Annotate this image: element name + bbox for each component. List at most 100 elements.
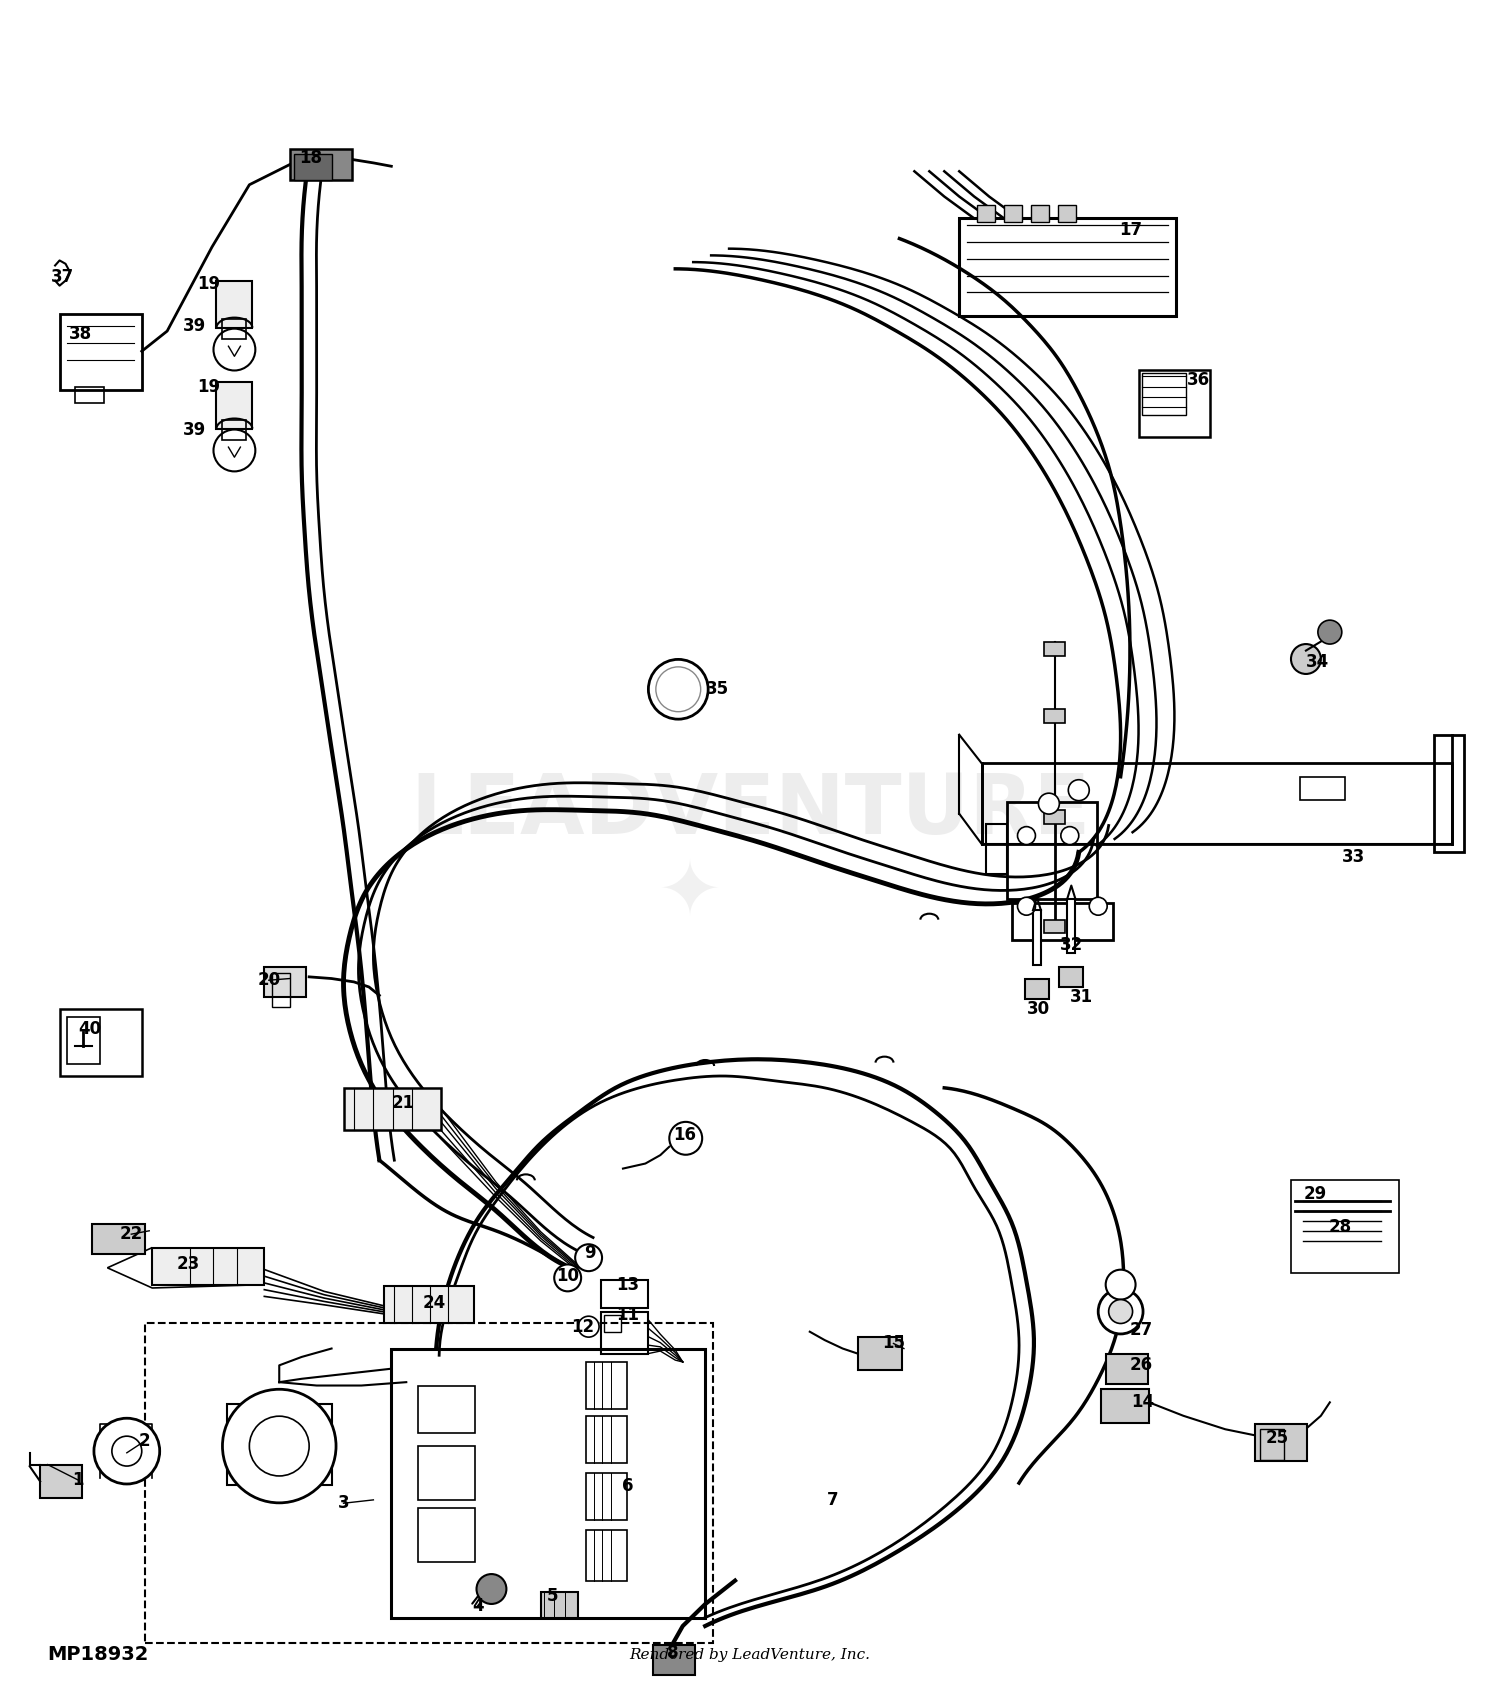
Bar (1004, 204, 1022, 221)
Bar (1044, 920, 1065, 933)
Bar (60, 1009, 142, 1075)
Text: 2: 2 (140, 1431, 150, 1450)
Bar (68, 1018, 100, 1065)
Text: 33: 33 (1342, 849, 1365, 866)
Bar (585, 1529, 627, 1580)
Circle shape (222, 1389, 336, 1502)
Text: 14: 14 (1131, 1393, 1155, 1411)
Bar (585, 1362, 627, 1409)
Circle shape (1108, 1300, 1132, 1323)
Circle shape (1038, 793, 1059, 814)
Circle shape (1292, 645, 1322, 674)
Bar (981, 763, 1452, 844)
Bar (1256, 1425, 1308, 1462)
Circle shape (1098, 1290, 1143, 1334)
Circle shape (477, 1575, 507, 1604)
Bar (1011, 903, 1113, 940)
Text: MP18932: MP18932 (48, 1646, 148, 1664)
Circle shape (1060, 827, 1078, 844)
Bar (93, 1224, 144, 1254)
Text: 28: 28 (1329, 1219, 1352, 1236)
Bar (603, 1315, 621, 1332)
Bar (216, 280, 252, 327)
Bar (858, 1337, 903, 1371)
Bar (1044, 641, 1065, 655)
Text: 21: 21 (392, 1094, 416, 1112)
Text: 26: 26 (1130, 1357, 1154, 1374)
Circle shape (554, 1264, 580, 1291)
Bar (1024, 979, 1048, 999)
Bar (1101, 1389, 1149, 1423)
Text: 1: 1 (72, 1470, 82, 1489)
Circle shape (1017, 827, 1035, 844)
Bar (344, 1087, 441, 1129)
Circle shape (213, 329, 255, 370)
Text: 5: 5 (548, 1587, 558, 1605)
Text: 9: 9 (585, 1244, 596, 1261)
Circle shape (669, 1123, 702, 1155)
Text: 30: 30 (1028, 999, 1050, 1018)
Text: 4: 4 (472, 1597, 484, 1615)
Circle shape (94, 1418, 159, 1484)
Bar (294, 155, 332, 179)
Bar (1434, 734, 1464, 852)
Text: 36: 36 (1186, 371, 1210, 388)
Bar (226, 1404, 332, 1485)
Text: 24: 24 (423, 1295, 447, 1312)
Text: 13: 13 (616, 1276, 639, 1293)
Bar (60, 314, 142, 390)
Bar (75, 387, 105, 403)
Text: 12: 12 (572, 1318, 594, 1335)
Text: 11: 11 (616, 1307, 639, 1323)
Bar (600, 1312, 648, 1354)
Bar (1300, 776, 1346, 800)
Bar (976, 204, 994, 221)
Bar (222, 319, 246, 339)
Bar (585, 1416, 627, 1463)
Bar (272, 974, 290, 1008)
Circle shape (578, 1317, 598, 1337)
Bar (1059, 967, 1083, 987)
Text: 37: 37 (51, 268, 74, 287)
Bar (392, 1349, 705, 1617)
Text: 8: 8 (666, 1644, 678, 1663)
Bar (1142, 373, 1186, 415)
Circle shape (1017, 898, 1035, 915)
Text: 27: 27 (1130, 1322, 1154, 1339)
Bar (1034, 910, 1041, 966)
Text: 39: 39 (183, 422, 206, 439)
Circle shape (1106, 1269, 1136, 1300)
Text: 7: 7 (827, 1491, 839, 1509)
Bar (419, 1509, 476, 1561)
Bar (1030, 204, 1048, 221)
Bar (542, 1592, 578, 1617)
Circle shape (213, 429, 255, 471)
Circle shape (1318, 619, 1342, 645)
Text: Rendered by LeadVenture, Inc.: Rendered by LeadVenture, Inc. (630, 1647, 870, 1661)
Text: 10: 10 (556, 1268, 579, 1285)
Circle shape (574, 1244, 602, 1271)
Text: 19: 19 (198, 275, 220, 294)
Circle shape (1068, 780, 1089, 800)
Text: LEADVENTURE: LEADVENTURE (410, 770, 1090, 851)
Text: 16: 16 (672, 1126, 696, 1144)
Bar (144, 1323, 712, 1642)
Text: 19: 19 (198, 378, 220, 395)
Bar (1292, 1180, 1398, 1273)
Text: 18: 18 (298, 149, 322, 167)
Bar (1260, 1430, 1284, 1460)
Bar (652, 1644, 694, 1674)
Bar (264, 967, 306, 998)
Bar (986, 824, 1006, 874)
Circle shape (112, 1436, 142, 1467)
Text: 15: 15 (882, 1335, 904, 1352)
Text: 39: 39 (183, 317, 206, 334)
Text: 31: 31 (1070, 987, 1094, 1006)
Text: 34: 34 (1306, 653, 1329, 672)
Text: 22: 22 (120, 1225, 142, 1242)
Text: 20: 20 (256, 971, 280, 989)
Bar (585, 1474, 627, 1521)
Bar (152, 1247, 264, 1285)
Bar (1138, 370, 1210, 437)
Bar (600, 1280, 648, 1308)
